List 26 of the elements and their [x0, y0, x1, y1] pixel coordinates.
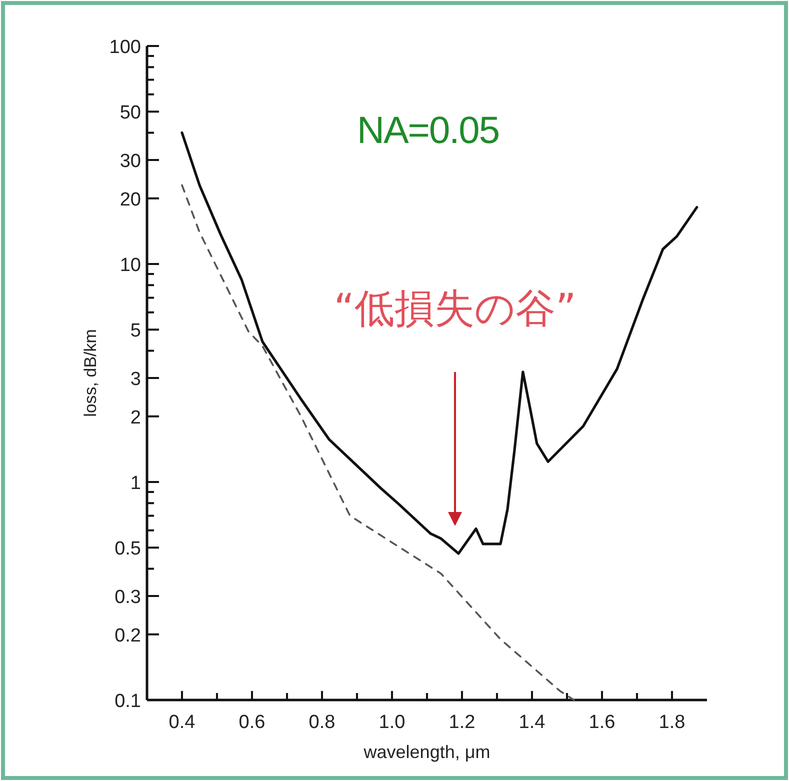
y-tick-label: 10 — [120, 255, 141, 276]
x-tick-label: 1.2 — [448, 712, 476, 733]
y-tick-label: 1 — [130, 473, 141, 494]
y-tick-label: 0.2 — [114, 625, 141, 646]
x-tick-label: 0.6 — [238, 712, 266, 733]
line-series — [181, 184, 575, 701]
x-tick-label: 1.6 — [588, 712, 616, 733]
x-tick-label: 1.4 — [518, 712, 546, 733]
y-tick-label: 0.3 — [114, 586, 141, 608]
y-tick-label: 20 — [120, 189, 141, 210]
y-tick-label: 5 — [130, 320, 141, 342]
y-tick-label: 50 — [120, 102, 141, 124]
x-tick-label: 0.8 — [308, 712, 336, 733]
y-tick-label: 100 — [109, 37, 141, 58]
x-tick-label: 1.8 — [658, 712, 686, 733]
x-tick-label: 1.0 — [378, 712, 406, 733]
x-tick-label: 0.4 — [168, 712, 196, 733]
annotation: “低損失の谷” — [334, 286, 576, 332]
x-axis-title: wavelength, μm — [362, 742, 490, 762]
y-tick-label: 30 — [120, 150, 141, 172]
y-axis-title: loss, dB/km — [81, 329, 100, 417]
y-tick-label: 0.1 — [114, 691, 141, 712]
y-tick-label: 2 — [130, 407, 141, 428]
text: NA=0.05 — [357, 110, 499, 152]
y-tick-label: 0.5 — [114, 538, 141, 560]
y-tick-label: 3 — [130, 368, 141, 390]
